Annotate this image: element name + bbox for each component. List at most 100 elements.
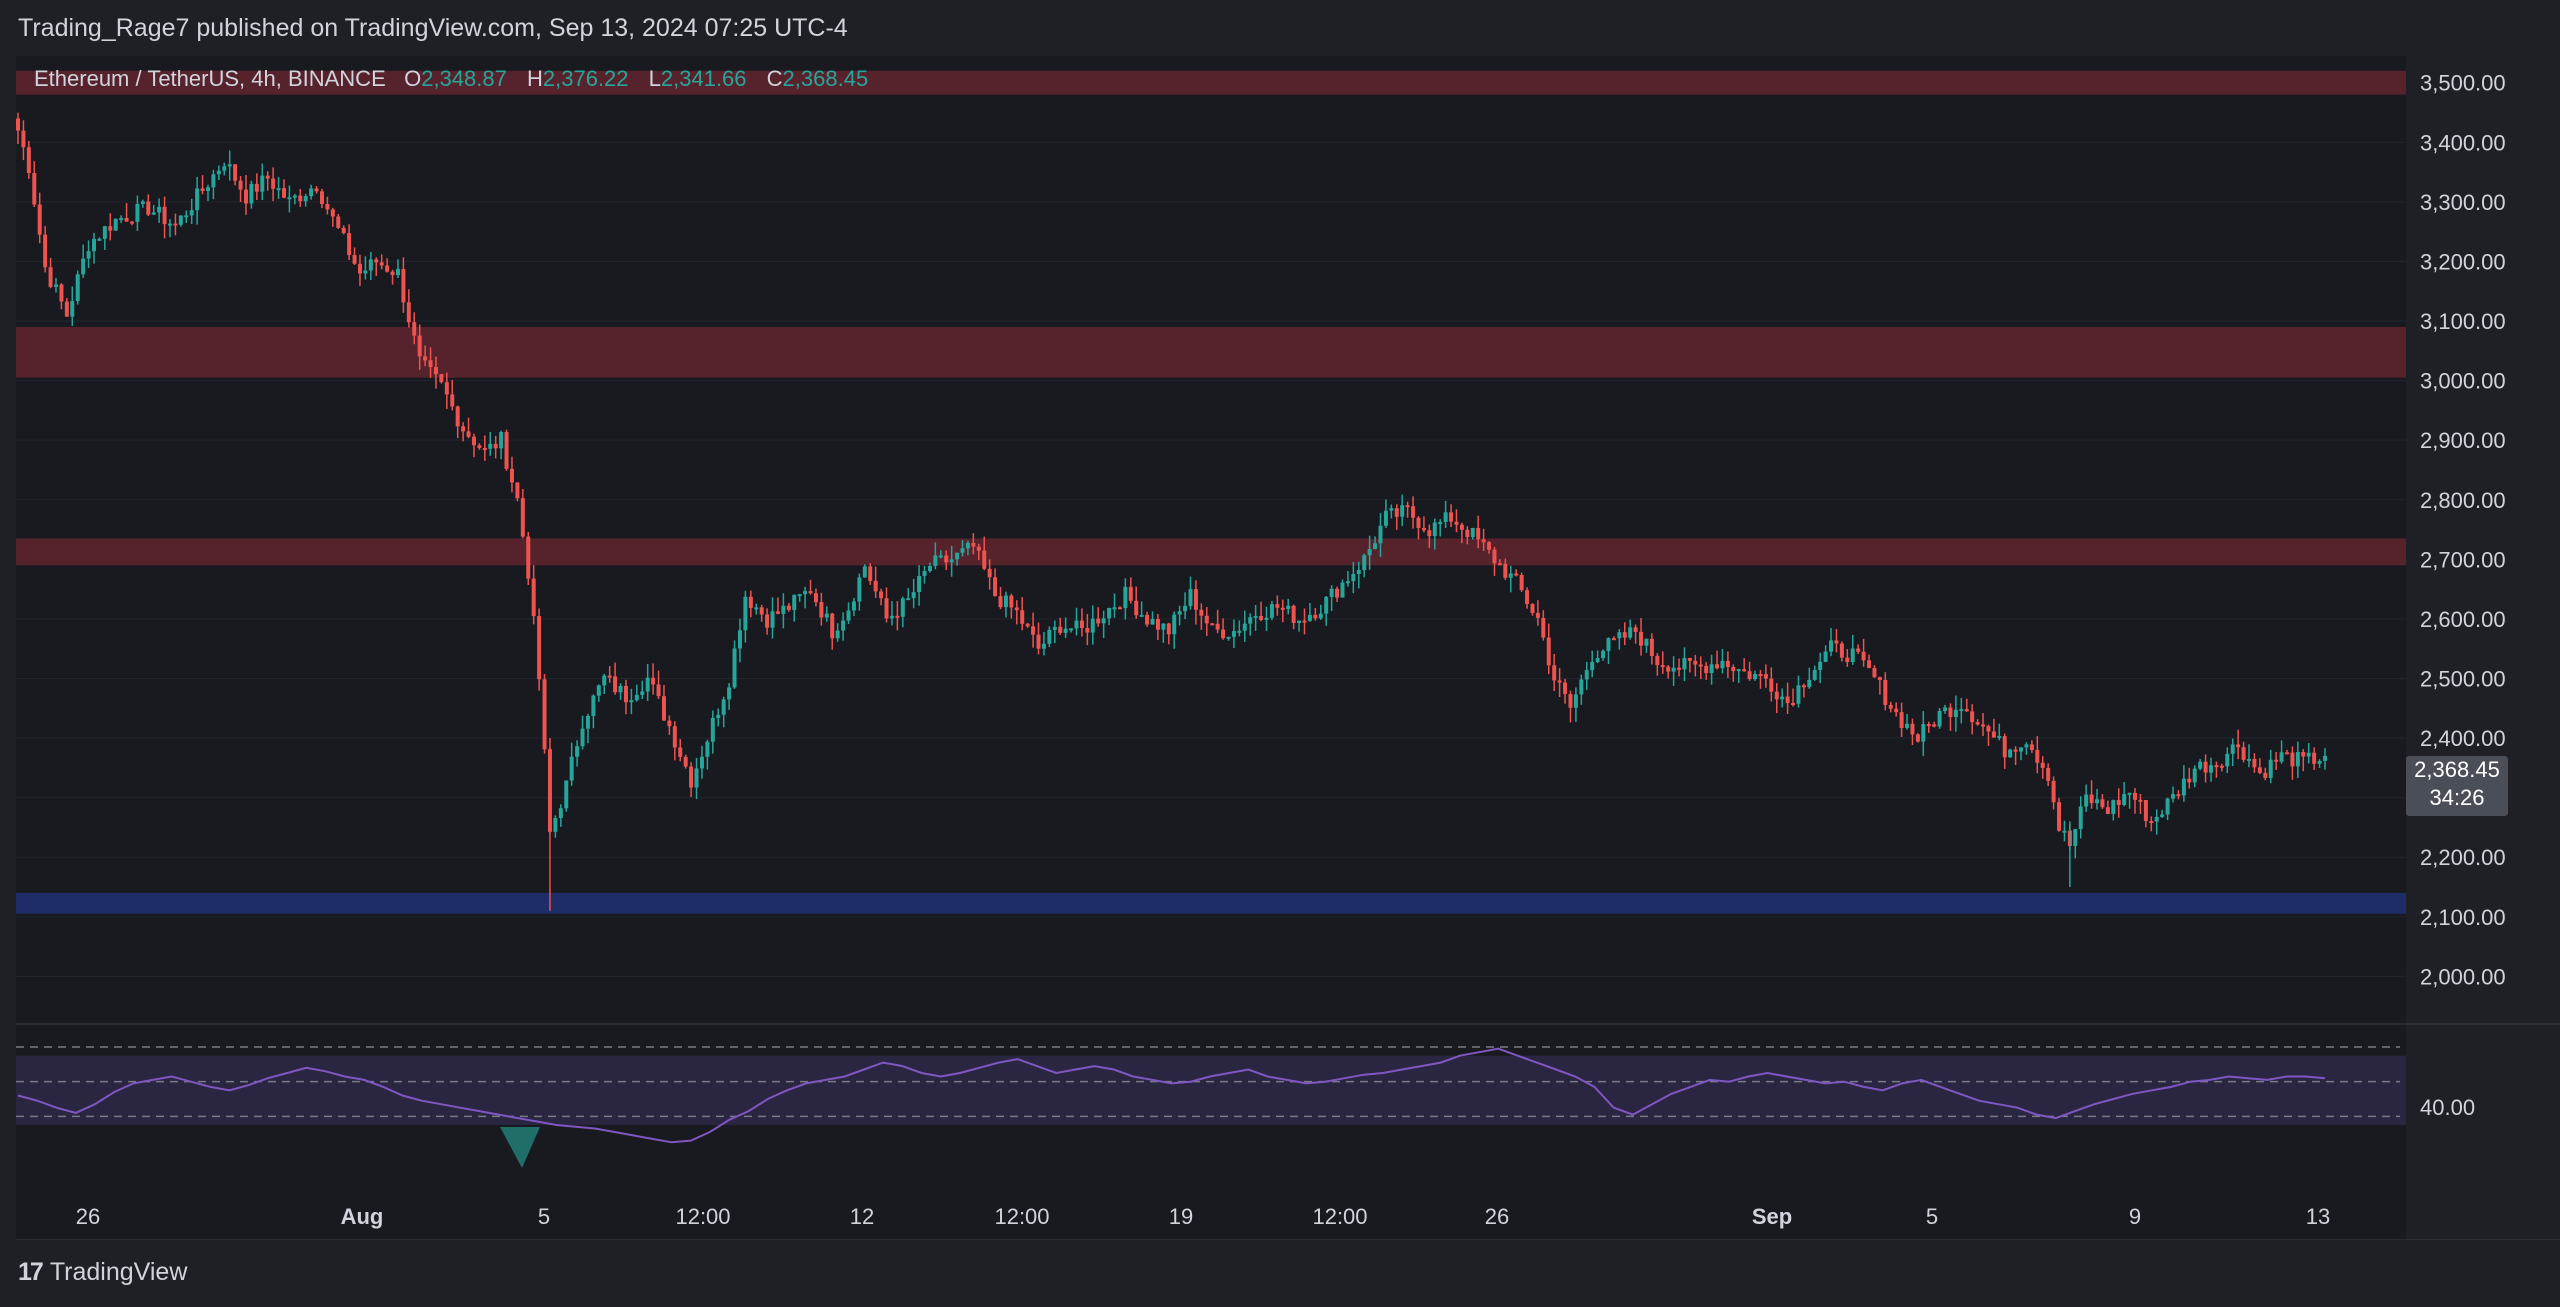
price-axis[interactable]: 3,500.00 3,400.00 3,300.00 3,200.00 3,100.00… xyxy=(2420,71,2506,1120)
bearish-candle xyxy=(2057,802,2062,831)
bearish-candle xyxy=(2105,807,2110,814)
bearish-candle xyxy=(238,180,243,190)
bullish-candle xyxy=(113,218,118,231)
bearish-candle xyxy=(233,164,238,181)
rsi-oversold-fill xyxy=(500,1127,540,1168)
bullish-candle xyxy=(1063,628,1068,633)
bearish-candle xyxy=(819,602,824,618)
bearish-candle xyxy=(1693,660,1698,665)
bearish-candle xyxy=(1459,524,1464,530)
bearish-candle xyxy=(689,766,694,788)
bearish-candle xyxy=(1715,664,1720,669)
bearish-candle xyxy=(879,591,884,599)
bullish-candle xyxy=(1183,605,1188,612)
bearish-candle xyxy=(146,201,151,215)
bearish-candle xyxy=(2252,758,2257,768)
bullish-candle xyxy=(591,695,596,716)
tradingview-brand[interactable]: 17 TradingView xyxy=(18,1258,187,1287)
bullish-candle xyxy=(1812,670,1817,680)
bearish-candle xyxy=(1199,609,1204,616)
bearish-candle xyxy=(1535,612,1540,618)
bullish-candle xyxy=(580,728,585,747)
bullish-candle xyxy=(743,596,748,631)
bearish-candle xyxy=(2263,772,2268,778)
price-axis-label: 3,300.00 xyxy=(2420,190,2506,215)
bullish-candle xyxy=(2171,794,2176,799)
bullish-candle xyxy=(1709,664,1714,674)
bullish-candle xyxy=(965,542,970,549)
bullish-candle xyxy=(1850,648,1855,663)
bearish-candle xyxy=(1915,734,1920,742)
bearish-candle xyxy=(374,259,379,263)
bearish-candle xyxy=(401,269,406,303)
time-axis[interactable]: 26 Aug 5 12:00 12 12:00 19 12:00 26 Sep 5 9 13 xyxy=(76,1204,2330,1229)
bullish-candle xyxy=(1400,505,1405,517)
bullish-candle xyxy=(140,201,145,204)
bullish-candle xyxy=(1807,679,1812,688)
bearish-candle xyxy=(1986,726,1991,732)
symbol-label[interactable]: Ethereum / TetherUS, 4h, BINANCE xyxy=(34,66,386,91)
price-axis-label: 2,700.00 xyxy=(2420,547,2506,572)
time-axis-label: 9 xyxy=(2129,1204,2141,1229)
bullish-candle xyxy=(135,203,140,222)
bearish-candle xyxy=(1275,604,1280,608)
bearish-candle xyxy=(1204,615,1209,624)
bearish-candle xyxy=(406,302,411,323)
bearish-candle xyxy=(1128,586,1133,601)
bearish-candle xyxy=(482,448,487,451)
rsi-line xyxy=(17,1047,2326,1144)
bullish-candle xyxy=(2209,765,2214,773)
bullish-candle xyxy=(1052,626,1057,630)
bullish-candle xyxy=(917,575,922,593)
bearish-candle xyxy=(1155,619,1160,630)
high-value: 2,376.22 xyxy=(542,66,629,91)
bearish-candle xyxy=(873,580,878,592)
bearish-candle xyxy=(526,536,531,579)
bullish-candle xyxy=(797,594,802,597)
bullish-candle xyxy=(705,741,710,757)
bullish-candle xyxy=(1329,588,1334,597)
bullish-candle xyxy=(1595,658,1600,663)
ohlc-legend: Ethereum / TetherUS, 4h, BINANCE O2,348.… xyxy=(34,66,882,92)
bearish-candle xyxy=(1981,724,1986,727)
bearish-candle xyxy=(461,426,466,432)
resistance-zone xyxy=(16,70,2406,95)
bullish-candle xyxy=(292,195,297,198)
bullish-candle xyxy=(618,685,623,693)
bullish-candle xyxy=(2192,768,2197,783)
bearish-candle xyxy=(748,596,753,609)
bullish-candle xyxy=(846,610,851,621)
bullish-candle xyxy=(1297,620,1302,623)
rsi-band-fill xyxy=(16,1055,2406,1125)
price-axis-label: 3,100.00 xyxy=(2420,309,2506,334)
bullish-candle xyxy=(629,700,634,703)
bearish-candle xyxy=(1649,638,1654,656)
bearish-candle xyxy=(1031,626,1036,635)
bullish-candle xyxy=(195,188,200,211)
tradingview-logo-icon: 17 xyxy=(18,1258,44,1286)
bearish-candle xyxy=(59,284,64,302)
rsi-axis-label: 40.00 xyxy=(2420,1095,2475,1120)
bullish-candle xyxy=(1601,650,1606,659)
bearish-candle xyxy=(265,175,270,179)
bearish-candle xyxy=(43,234,48,268)
bearish-candle xyxy=(1948,707,1953,717)
bullish-candle xyxy=(2160,814,2165,817)
footer-bar xyxy=(0,1240,2560,1307)
bullish-candle xyxy=(1286,605,1291,610)
bullish-candle xyxy=(938,555,943,558)
bullish-candle xyxy=(1671,667,1676,672)
bullish-candle xyxy=(167,223,172,226)
bearish-candle xyxy=(1666,666,1671,672)
bearish-candle xyxy=(1394,508,1399,517)
bearish-candle xyxy=(1514,573,1519,576)
bullish-candle xyxy=(602,675,607,686)
bearish-candle xyxy=(37,204,42,235)
bullish-candle xyxy=(216,170,221,175)
bearish-candle xyxy=(471,436,476,446)
bullish-candle xyxy=(1264,617,1269,620)
bearish-candle xyxy=(672,726,677,748)
bullish-candle xyxy=(835,630,840,639)
bullish-candle xyxy=(1389,508,1394,511)
